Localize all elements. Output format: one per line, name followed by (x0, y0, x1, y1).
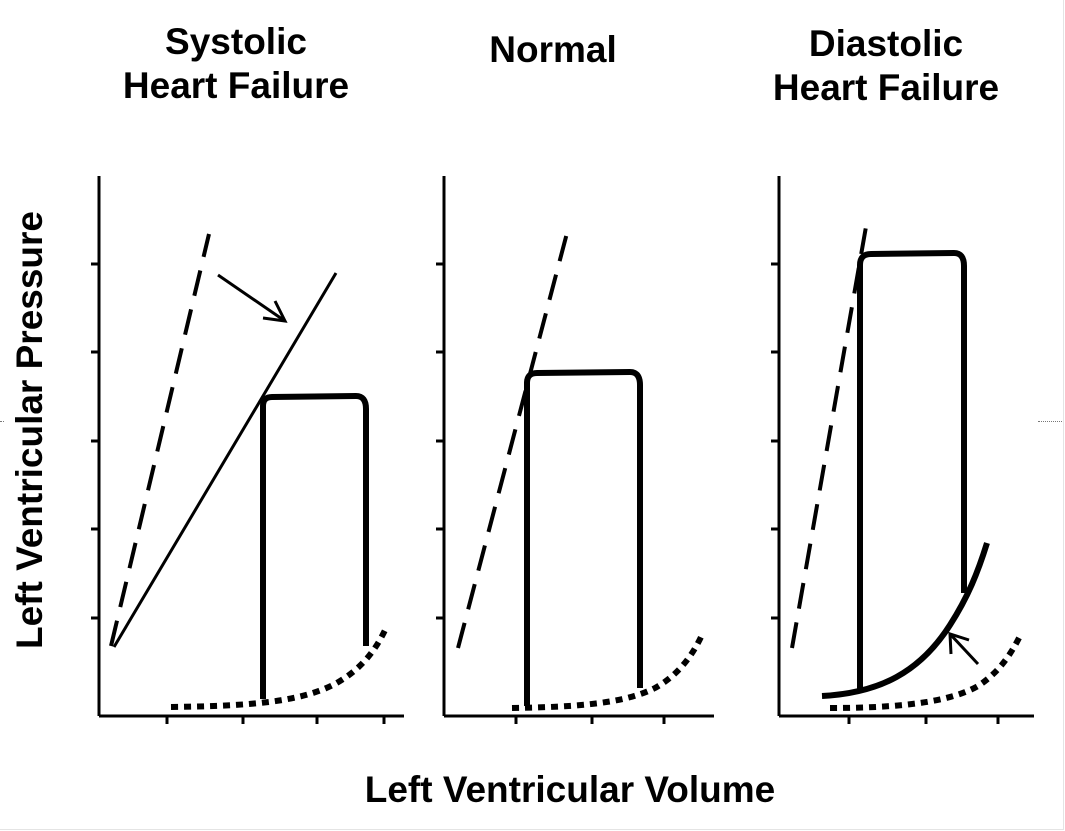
panel-diastolic-y-ticks (771, 262, 779, 620)
panel-title-systolic-line1: Systolic (165, 21, 307, 62)
x-axis-label: Left Ventricular Volume (364, 769, 776, 810)
panel-systolic-arrow (217, 273, 288, 323)
panel-diastolic-x-ticks (847, 716, 1000, 724)
panel-diastolic-axes (777, 176, 1034, 718)
panel-diastolic-arrow (948, 631, 980, 666)
panel-title-systolic: Systolic Heart Failure (76, 20, 396, 108)
panel-systolic-normal-espvr-dashed (109, 233, 211, 647)
panel-normal-y-ticks (436, 262, 444, 620)
panel-title-diastolic: Diastolic Heart Failure (726, 22, 1046, 110)
panel-title-normal-line1: Normal (489, 29, 617, 70)
panel-normal-pv-loop (524, 369, 643, 706)
panel-systolic-depressed-espvr-line (112, 272, 338, 648)
panel-systolic-y-ticks (91, 262, 99, 620)
panel-normal-x-ticks (514, 716, 666, 724)
panel-title-diastolic-line2: Heart Failure (772, 67, 1000, 108)
panel-normal (436, 176, 714, 724)
edge-dotted-mark (1038, 421, 1062, 422)
panel-normal-edpvr-dotted (511, 635, 704, 711)
panel-normal-espvr-dashed (456, 232, 569, 649)
panel-title-systolic-line2: Heart Failure (122, 65, 350, 106)
panel-title-diastolic-line1: Diastolic (808, 23, 964, 64)
edge-dotted-mark-left (0, 421, 4, 422)
panel-systolic-x-ticks (165, 716, 386, 724)
panel-diastolic-espvr-dashed (790, 220, 869, 649)
panel-title-normal: Normal (393, 28, 713, 72)
panel-diastolic-stiff-edpvr (821, 542, 990, 699)
panel-diastolic-normal-edpvr-dotted (829, 634, 1023, 711)
panel-diastolic (771, 176, 1034, 724)
panel-normal-axes (442, 176, 714, 718)
panel-systolic (91, 176, 404, 724)
panel-systolic-axes (97, 176, 404, 718)
panel-systolic-pv-loop (260, 393, 369, 699)
panel-systolic-edpvr-dotted (170, 626, 389, 710)
panel-diastolic-pv-loop (857, 250, 967, 690)
